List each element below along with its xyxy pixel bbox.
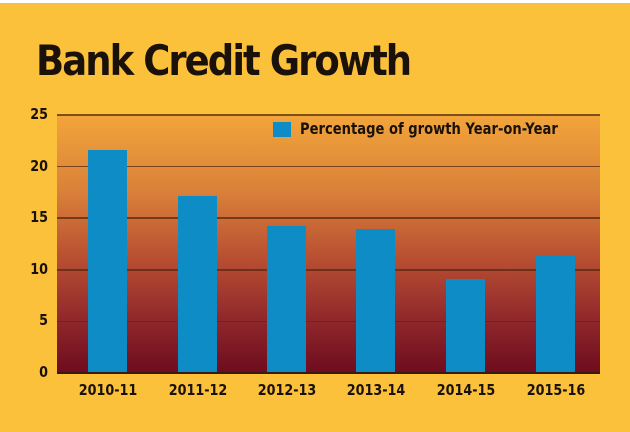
legend-swatch — [273, 122, 291, 137]
bar-2010-11 — [88, 150, 127, 373]
x-tick-label: 2010-11 — [78, 381, 137, 399]
bar-2012-13 — [267, 226, 306, 373]
x-tick-label: 2012-13 — [257, 381, 316, 399]
bar-2013-14 — [356, 228, 395, 373]
x-tick-label: 2013-14 — [346, 381, 405, 399]
y-tick-label: 15 — [30, 208, 48, 227]
y-tick-label: 20 — [30, 156, 48, 175]
x-axis-line — [57, 372, 600, 374]
x-tick-label: 2015-16 — [526, 381, 585, 399]
bar-2015-16 — [536, 256, 575, 373]
gridline — [57, 165, 600, 168]
y-tick-label: 25 — [30, 105, 48, 123]
plot-area — [57, 114, 600, 373]
chart-title: Bank Credit Growth — [36, 36, 412, 85]
legend-label: Percentage of growth Year-on-Year — [300, 119, 558, 138]
bar-2011-12 — [178, 195, 217, 373]
gridline — [57, 269, 600, 271]
gridline — [57, 217, 600, 219]
y-tick-label: 10 — [30, 259, 48, 278]
gridline — [57, 320, 600, 323]
y-tick-label: 5 — [39, 311, 48, 330]
y-tick-label: 0 — [39, 363, 48, 381]
gridline — [57, 114, 600, 116]
bar-2014-15 — [446, 279, 485, 373]
x-tick-label: 2011-12 — [168, 381, 227, 399]
x-tick-label: 2014-15 — [436, 381, 495, 399]
